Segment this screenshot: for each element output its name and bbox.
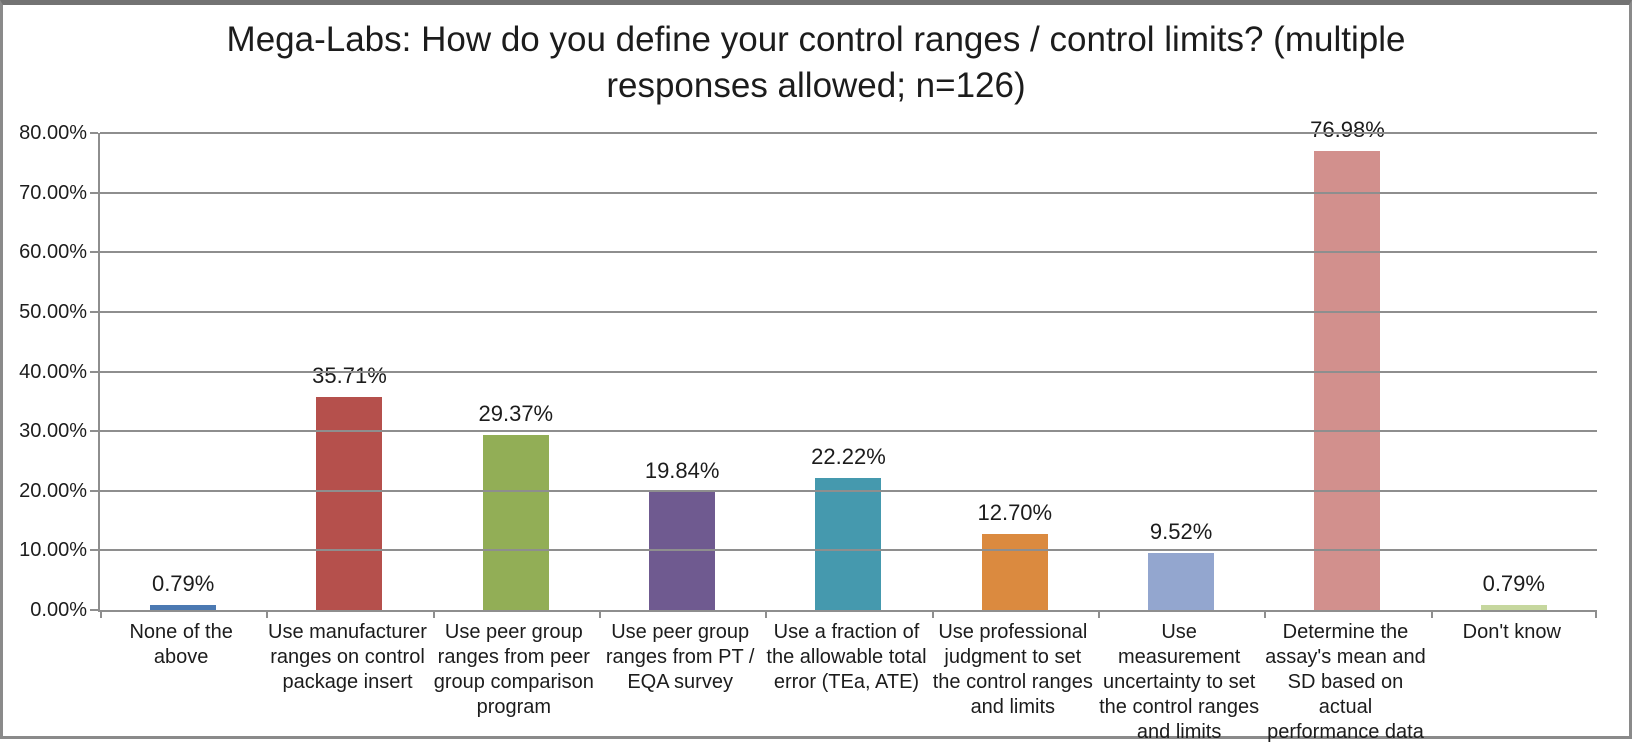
gridline (100, 370, 1597, 373)
bar-value-label: 19.84% (644, 457, 720, 483)
plot-area: 0.79% 35.71% 29.37% 19.84% 22.22% 12.70% 9.52%… (90, 117, 1597, 618)
y-tick (90, 251, 98, 254)
bar-value-label: 12.70% (977, 500, 1053, 526)
y-tick-label: 20.00% (19, 479, 87, 502)
bar-value-label: 0.79% (151, 571, 215, 597)
y-tick-label: 60.00% (19, 241, 87, 264)
bar (316, 397, 383, 610)
y-tick (90, 132, 98, 134)
bar-value-label: 29.37% (478, 400, 554, 426)
bar-cell: 22.22% (765, 133, 931, 610)
bar-value-label: 76.98% (1310, 117, 1385, 143)
y-tick-label: 40.00% (19, 360, 87, 383)
gridline (100, 132, 1597, 134)
category-label: Determine the assay's mean and SD based … (1265, 621, 1426, 743)
y-tick-label: 80.00% (19, 122, 87, 144)
x-tick (1430, 610, 1433, 618)
bar (1148, 553, 1215, 610)
bar (1314, 151, 1381, 610)
x-tick (432, 610, 435, 618)
bar (815, 477, 882, 610)
category-label: Don't know (1462, 621, 1561, 643)
category-label: Use measurement uncertainty to set the c… (1099, 621, 1260, 743)
x-tick (931, 610, 934, 618)
bar-series: 0.79% 35.71% 29.37% 19.84% 22.22% 12.70% 9.52%… (100, 117, 1597, 610)
gridline (100, 430, 1597, 433)
bar (482, 434, 549, 610)
y-tick-label: 50.00% (19, 300, 87, 323)
x-tick (1595, 610, 1597, 618)
category-label: Use manufacturer ranges on control packa… (268, 621, 427, 693)
y-tick (90, 310, 98, 313)
category-label: Use professional judgment to set the con… (932, 621, 1093, 718)
gridline (100, 310, 1597, 313)
gridline (100, 549, 1597, 552)
y-tick-label: 70.00% (19, 181, 87, 204)
x-tick (100, 610, 102, 618)
gridline (100, 251, 1597, 254)
category-label: None of the above (129, 621, 233, 668)
gridline (100, 191, 1597, 194)
bar-cell: 9.52% (1098, 133, 1264, 610)
bar-cell: 76.98% (1264, 117, 1430, 610)
y-tick-label: 10.00% (19, 539, 87, 562)
y-tick (90, 430, 98, 433)
bar (1480, 605, 1547, 610)
bar-cell: 0.79% (100, 133, 266, 610)
gridline (100, 489, 1597, 492)
bar (981, 534, 1048, 610)
bar-cell: 12.70% (932, 133, 1098, 610)
y-tick (90, 191, 98, 194)
y-axis: 0.00% 10.00% 20.00% 30.00% 40.00% 50.00% 60.00… (3, 122, 87, 621)
category-label: Use a fraction of the allowable total er… (766, 621, 927, 693)
y-tick (90, 370, 98, 373)
x-tick (266, 610, 269, 618)
x-tick (1264, 610, 1267, 618)
x-tick (1098, 610, 1100, 618)
chart-title: Mega-Labs: How do you define your contro… (226, 20, 1406, 106)
y-tick (90, 489, 98, 492)
y-tick (90, 609, 98, 611)
category-label: Use peer group ranges from PT / EQA surv… (605, 621, 755, 693)
bar-cell: 35.71% (266, 133, 432, 610)
x-tick (599, 610, 601, 618)
category-label: Use peer group ranges from peer group co… (433, 621, 594, 718)
bar (150, 605, 217, 610)
y-tick-label: 0.00% (30, 599, 87, 621)
bar-value-label: 9.52% (1149, 519, 1213, 545)
bar-cell: 29.37% (433, 133, 599, 610)
x-axis-category-labels: None of the above Use manufacturer ranges… (98, 620, 1595, 745)
x-tick (765, 610, 768, 618)
y-tick (90, 549, 98, 552)
y-tick-label: 30.00% (19, 420, 87, 443)
bar-cell: 0.79% (1431, 133, 1597, 610)
bar-value-label: 22.22% (811, 443, 886, 469)
bar-value-label: 35.71% (312, 363, 387, 389)
bar-value-label: 0.79% (1482, 571, 1545, 597)
